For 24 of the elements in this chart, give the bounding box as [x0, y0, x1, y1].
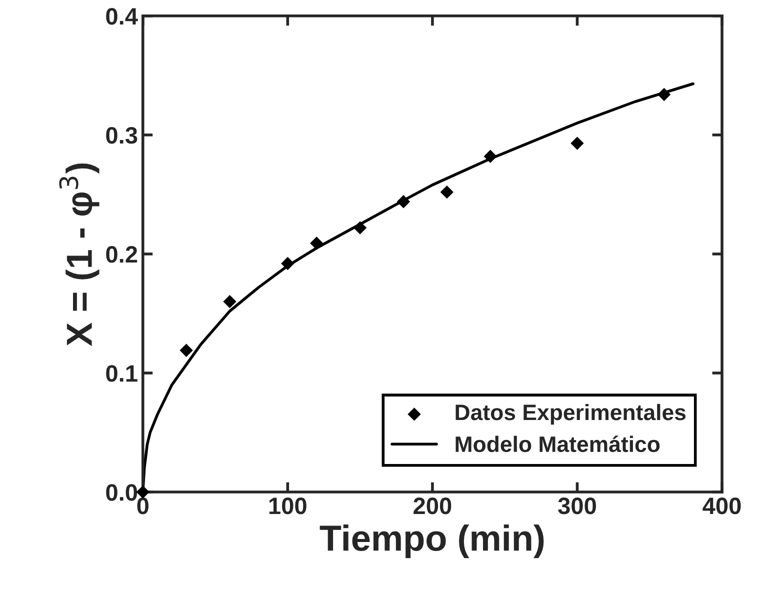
- point: [281, 256, 294, 270]
- point: [353, 221, 367, 234]
- y-tick-label: 0.1: [106, 365, 138, 382]
- point: [180, 344, 193, 357]
- point: [223, 295, 236, 308]
- y-axis-title: X = (1 - φ$^{3}$): [59, 164, 100, 346]
- point: [440, 185, 454, 199]
- y-tick-label: 0.3: [106, 127, 138, 144]
- x-tick-label: 300: [558, 498, 596, 514]
- point: [396, 195, 410, 208]
- x-tick-label: 100: [269, 498, 306, 514]
- legend-label: Datos Experimentales: [456, 404, 686, 425]
- x-tick-label: 400: [702, 498, 741, 514]
- point: [570, 136, 584, 150]
- y-tick-label: 0.0: [106, 484, 138, 501]
- x-tick-label: 200: [414, 498, 452, 514]
- y-tick-label: 0.4: [106, 8, 138, 25]
- point: [658, 88, 671, 102]
- point: [310, 236, 324, 250]
- x-tick-label: 0: [137, 498, 148, 514]
- y-tick-label: 0.2: [106, 246, 138, 263]
- x-axis-title: Tiempo (min): [320, 524, 544, 558]
- point: [484, 150, 497, 163]
- legend-label: Modelo Matemático: [456, 436, 660, 452]
